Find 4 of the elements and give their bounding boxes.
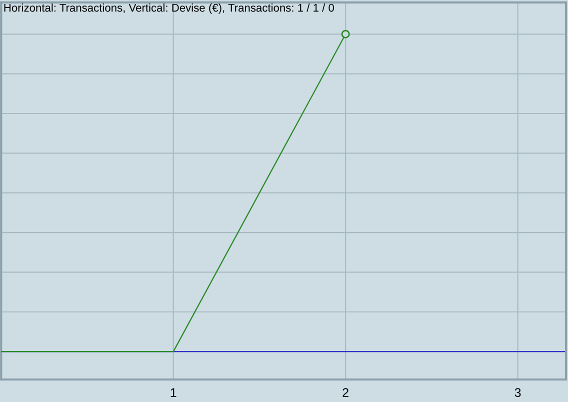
x-tick-label: 2 bbox=[342, 388, 348, 397]
x-tick-label: 3 bbox=[514, 388, 521, 398]
x-tick-label: 1 bbox=[170, 388, 176, 397]
chart-title: Horizontal: Transactions, Vertical: Devise (€), Transactions: 1 / 1 / 0 bbox=[4, 4, 334, 14]
